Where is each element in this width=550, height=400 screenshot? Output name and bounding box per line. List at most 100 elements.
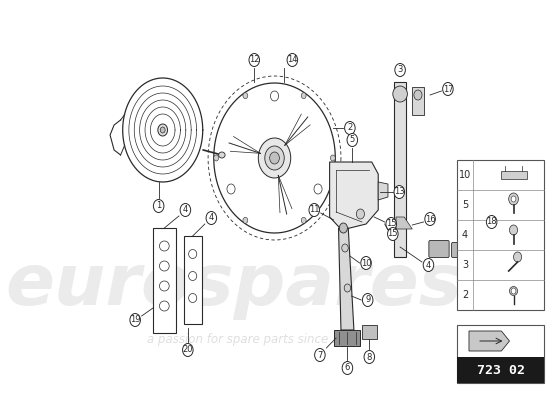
Text: 7: 7 bbox=[317, 350, 323, 360]
Circle shape bbox=[342, 244, 348, 252]
Text: 2: 2 bbox=[347, 124, 353, 132]
Circle shape bbox=[265, 146, 284, 170]
Text: 20: 20 bbox=[183, 346, 193, 354]
Bar bbox=[457, 160, 544, 310]
Circle shape bbox=[287, 54, 298, 66]
Text: 3: 3 bbox=[398, 66, 403, 74]
Text: 2: 2 bbox=[462, 290, 468, 300]
Text: 4: 4 bbox=[183, 206, 188, 214]
Circle shape bbox=[347, 134, 358, 146]
Circle shape bbox=[414, 90, 422, 100]
Circle shape bbox=[356, 209, 365, 219]
Circle shape bbox=[249, 54, 260, 66]
Text: 5: 5 bbox=[462, 200, 468, 210]
Circle shape bbox=[314, 184, 322, 194]
Circle shape bbox=[511, 196, 516, 202]
Ellipse shape bbox=[160, 261, 169, 271]
Circle shape bbox=[180, 204, 191, 216]
Ellipse shape bbox=[160, 301, 169, 311]
Circle shape bbox=[509, 193, 519, 205]
Circle shape bbox=[514, 252, 521, 262]
Circle shape bbox=[214, 155, 218, 161]
Ellipse shape bbox=[160, 241, 169, 251]
Polygon shape bbox=[469, 331, 509, 351]
Text: 10: 10 bbox=[459, 170, 471, 180]
Polygon shape bbox=[378, 182, 388, 200]
Circle shape bbox=[243, 217, 248, 223]
Text: 16: 16 bbox=[425, 214, 436, 224]
Text: 723 02: 723 02 bbox=[477, 364, 525, 376]
Circle shape bbox=[153, 200, 164, 212]
Circle shape bbox=[511, 288, 516, 294]
Text: a passion for spare parts since 1985: a passion for spare parts since 1985 bbox=[147, 334, 362, 346]
Circle shape bbox=[361, 256, 371, 270]
Circle shape bbox=[331, 155, 336, 161]
Circle shape bbox=[183, 344, 193, 356]
Circle shape bbox=[342, 362, 353, 374]
Circle shape bbox=[309, 204, 320, 216]
Circle shape bbox=[271, 91, 278, 101]
Circle shape bbox=[386, 218, 397, 230]
Text: 18: 18 bbox=[486, 218, 497, 226]
Circle shape bbox=[258, 138, 291, 178]
Circle shape bbox=[364, 350, 375, 364]
Text: 9: 9 bbox=[365, 296, 370, 304]
Text: 1: 1 bbox=[156, 202, 161, 210]
Bar bbox=[457, 325, 544, 383]
FancyBboxPatch shape bbox=[429, 240, 449, 258]
Circle shape bbox=[339, 223, 348, 233]
Bar bbox=[362, 325, 377, 339]
Ellipse shape bbox=[393, 86, 408, 102]
Text: 4: 4 bbox=[208, 214, 214, 222]
Text: 15: 15 bbox=[386, 220, 397, 228]
Circle shape bbox=[509, 225, 518, 235]
Polygon shape bbox=[396, 217, 412, 229]
Bar bbox=[153, 228, 175, 333]
Circle shape bbox=[443, 82, 453, 96]
Bar bbox=[394, 82, 406, 257]
Text: 5: 5 bbox=[350, 136, 355, 144]
Circle shape bbox=[395, 64, 405, 76]
Text: 4: 4 bbox=[462, 230, 468, 240]
Bar bbox=[334, 330, 360, 346]
Circle shape bbox=[206, 212, 217, 224]
Circle shape bbox=[425, 212, 436, 226]
Circle shape bbox=[301, 93, 306, 99]
Circle shape bbox=[270, 152, 279, 164]
Circle shape bbox=[243, 93, 248, 99]
Bar bbox=[412, 87, 424, 115]
Text: eurospares: eurospares bbox=[6, 250, 463, 320]
Text: 11: 11 bbox=[309, 206, 320, 214]
Text: 8: 8 bbox=[367, 352, 372, 362]
Circle shape bbox=[486, 216, 497, 228]
Bar bbox=[500, 171, 526, 179]
Text: 17: 17 bbox=[443, 84, 453, 94]
Text: 3: 3 bbox=[462, 260, 468, 270]
Circle shape bbox=[227, 184, 235, 194]
Ellipse shape bbox=[189, 294, 197, 302]
Text: 12: 12 bbox=[249, 56, 260, 64]
Text: 19: 19 bbox=[130, 316, 140, 324]
Ellipse shape bbox=[160, 127, 165, 133]
Text: 6: 6 bbox=[345, 364, 350, 372]
Text: 14: 14 bbox=[287, 56, 298, 64]
Circle shape bbox=[315, 348, 325, 362]
FancyBboxPatch shape bbox=[452, 242, 472, 258]
Ellipse shape bbox=[218, 152, 225, 158]
Circle shape bbox=[388, 228, 398, 240]
Circle shape bbox=[345, 122, 355, 134]
Text: 4: 4 bbox=[426, 260, 431, 270]
Ellipse shape bbox=[160, 281, 169, 291]
Circle shape bbox=[301, 217, 306, 223]
Circle shape bbox=[423, 258, 434, 272]
Ellipse shape bbox=[509, 286, 518, 296]
Ellipse shape bbox=[189, 250, 197, 258]
Text: 13: 13 bbox=[394, 188, 405, 196]
Bar bbox=[184, 236, 202, 324]
Circle shape bbox=[362, 294, 373, 306]
Ellipse shape bbox=[189, 272, 197, 280]
Circle shape bbox=[130, 314, 140, 326]
Ellipse shape bbox=[158, 124, 168, 136]
Polygon shape bbox=[339, 228, 354, 330]
Bar bbox=[457, 357, 544, 383]
